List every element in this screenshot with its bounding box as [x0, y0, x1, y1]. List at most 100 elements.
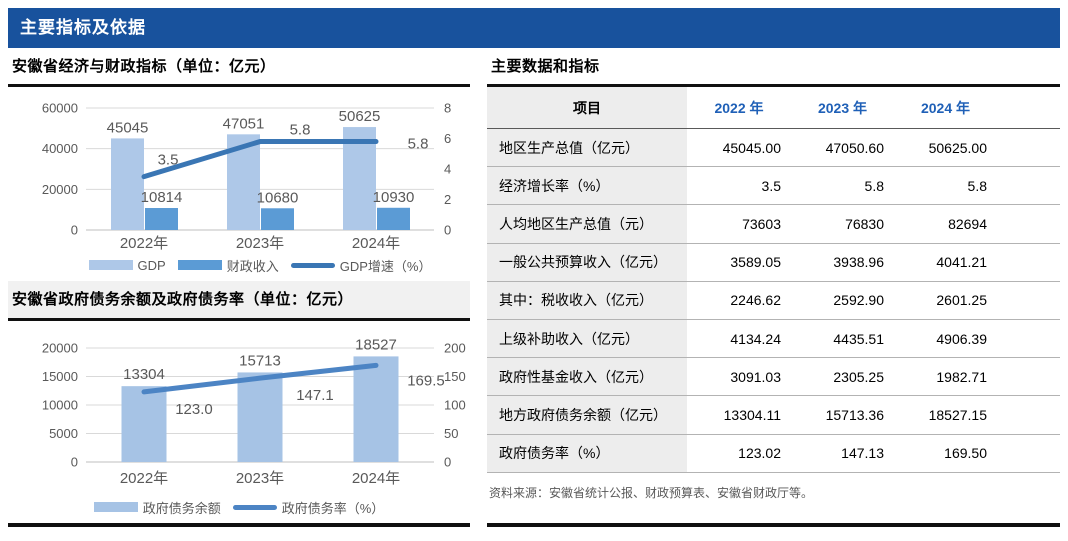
value-cell: 147.13 [841, 445, 884, 462]
left-axis-tick: 15000 [42, 369, 78, 384]
column-header: 项目 [487, 87, 687, 128]
legend-item: 政府债务率（%） [232, 498, 385, 517]
right-axis-tick: 50 [444, 426, 458, 441]
value-cell: 5.8 [967, 177, 987, 194]
row-label-cell: 政府性基金收入（亿元） [487, 358, 687, 396]
divider [8, 84, 470, 87]
table-row: 其中：税收收入（亿元） 2246.62 2592.90 2601.25 [487, 281, 1060, 320]
legend-bar-swatch-GDP [88, 260, 133, 270]
legend-item: GDP [88, 257, 166, 273]
source-note: 资料来源：安徽省统计公报、财政预算表、安徽省财政厅等。 [489, 486, 814, 500]
section-title-table: 主要数据和指标 [491, 58, 600, 75]
value-cell: 13304.11 [723, 406, 781, 423]
table-row: 政府债务率（%） 123.02 147.13 169.50 [487, 434, 1060, 473]
row-label-cell: 人均地区生产总值（元） [487, 205, 687, 243]
column-header: 2022 年 [714, 99, 764, 116]
value-cell: 1982.71 [936, 368, 987, 385]
left-axis-tick: 10000 [42, 398, 78, 413]
value-cell: 123.02 [738, 445, 781, 462]
value-cell: 47050.60 [825, 139, 884, 156]
legend-bar-swatch-财政收入 [177, 260, 222, 270]
line-政府债务率（%） [141, 362, 379, 395]
bar-政府债务余额 [237, 372, 283, 462]
economy-chart: 0 20000 40000 60000 0 2 4 6 8 2022年 2023年 2024年 4504… [42, 101, 451, 253]
bar-value-label: 10814 [141, 189, 183, 206]
left-axis-tick: 40000 [42, 141, 78, 156]
legend-line-swatch-GDP增速（%） [290, 262, 335, 268]
left-axis-tick: 60000 [42, 101, 78, 116]
category-label: 2022年 [120, 235, 168, 252]
bar-value-label: 10680 [257, 189, 299, 206]
table-row: 地区生产总值（亿元） 45045.00 47050.60 50625.00 [487, 129, 1060, 168]
line-value-label: 147.1 [296, 387, 334, 404]
value-cell: 50625.00 [928, 139, 987, 156]
line-GDP增速（%） [141, 139, 379, 180]
table-header-row: 项目 2022 年 2023 年 2024 年 [487, 87, 1060, 129]
left-column: 安徽省经济与财政指标（单位：亿元） 0 20000 40000 60000 0 2 4 6 8 2… [8, 48, 470, 541]
right-axis-tick: 8 [444, 101, 451, 116]
value-cell: 15713.36 [825, 406, 884, 423]
right-axis-tick: 4 [444, 162, 451, 177]
value-cell: 73603 [742, 215, 781, 232]
debt-chart-legend: 政府债务余额 政府债务率（%） [8, 498, 470, 517]
legend-label: GDP [137, 257, 166, 273]
value-cell: 3589.05 [730, 254, 781, 271]
indicators-table: 项目 2022 年 2023 年 2024 年地区生产总值（亿元） 45045.00 47… [487, 87, 1060, 473]
divider [487, 84, 1060, 87]
value-cell: 169.50 [944, 445, 987, 462]
line-value-label: 123.0 [175, 401, 213, 418]
value-cell: 45045.00 [722, 139, 781, 156]
category-label: 2024年 [352, 470, 400, 487]
left-axis-tick: 0 [71, 223, 78, 238]
divider [8, 318, 470, 321]
left-axis-tick: 0 [71, 455, 78, 470]
right-axis-tick: 2 [444, 192, 451, 207]
debt-chart: 0 5000 10000 15000 20000 0 50 100 150 200 2022年 202… [42, 336, 466, 487]
right-axis-tick: 6 [444, 131, 451, 146]
section-title-economy: 安徽省经济与财政指标（单位：亿元） [12, 58, 276, 75]
line-value-label: 5.8 [408, 136, 429, 153]
bar-财政收入 [145, 208, 178, 230]
line-value-label: 5.8 [290, 122, 311, 139]
bar-财政收入 [261, 208, 294, 230]
value-cell: 4041.21 [936, 254, 987, 271]
bar-GDP [111, 138, 144, 230]
page-title-banner: 主要指标及依据 [8, 8, 1060, 48]
bar-value-label: 13304 [123, 366, 165, 383]
value-cell: 2592.90 [833, 292, 884, 309]
legend-label: GDP增速（%） [339, 258, 432, 274]
legend-item: 政府债务余额 [93, 498, 221, 517]
legend-item: GDP增速（%） [290, 256, 432, 275]
bar-value-label: 10930 [373, 189, 415, 206]
legend-item: 财政收入 [177, 256, 279, 275]
right-axis-tick: 0 [444, 223, 451, 238]
legend-label: 财政收入 [226, 258, 279, 274]
bar-政府债务余额 [353, 356, 399, 462]
value-cell: 82694 [948, 215, 987, 232]
category-label: 2023年 [236, 235, 284, 252]
table-row: 经济增长率（%） 3.5 5.8 5.8 [487, 167, 1060, 206]
legend-label: 政府债务率（%） [281, 500, 385, 516]
value-cell: 2601.25 [936, 292, 987, 309]
column-header: 2024 年 [920, 99, 971, 116]
left-axis-tick: 20000 [42, 341, 78, 356]
legend-label: 政府债务余额 [142, 500, 221, 516]
category-label: 2024年 [352, 235, 400, 252]
bar-value-label: 18527 [355, 336, 397, 353]
line-value-label: 3.5 [158, 152, 179, 169]
left-axis-tick: 5000 [49, 426, 78, 441]
value-cell: 4435.51 [833, 330, 884, 347]
bar-财政收入 [377, 207, 410, 230]
value-cell: 4906.39 [936, 330, 987, 347]
bar-GDP [343, 127, 376, 230]
section-title-debt: 安徽省政府债务余额及政府债务率（单位：亿元） [8, 281, 470, 318]
page-title: 主要指标及依据 [20, 18, 146, 37]
row-label-cell: 上级补助收入（亿元） [487, 319, 687, 358]
table-row: 人均地区生产总值（元） 73603 76830 82694 [487, 205, 1060, 244]
table-row: 一般公共预算收入（亿元） 3589.05 3938.96 4041.21 [487, 243, 1060, 282]
value-cell: 3.5 [761, 177, 781, 194]
value-cell: 76830 [845, 215, 884, 232]
row-label-cell: 政府债务率（%） [487, 434, 687, 472]
value-cell: 2305.25 [833, 368, 884, 385]
bar-政府债务余额 [121, 386, 167, 462]
